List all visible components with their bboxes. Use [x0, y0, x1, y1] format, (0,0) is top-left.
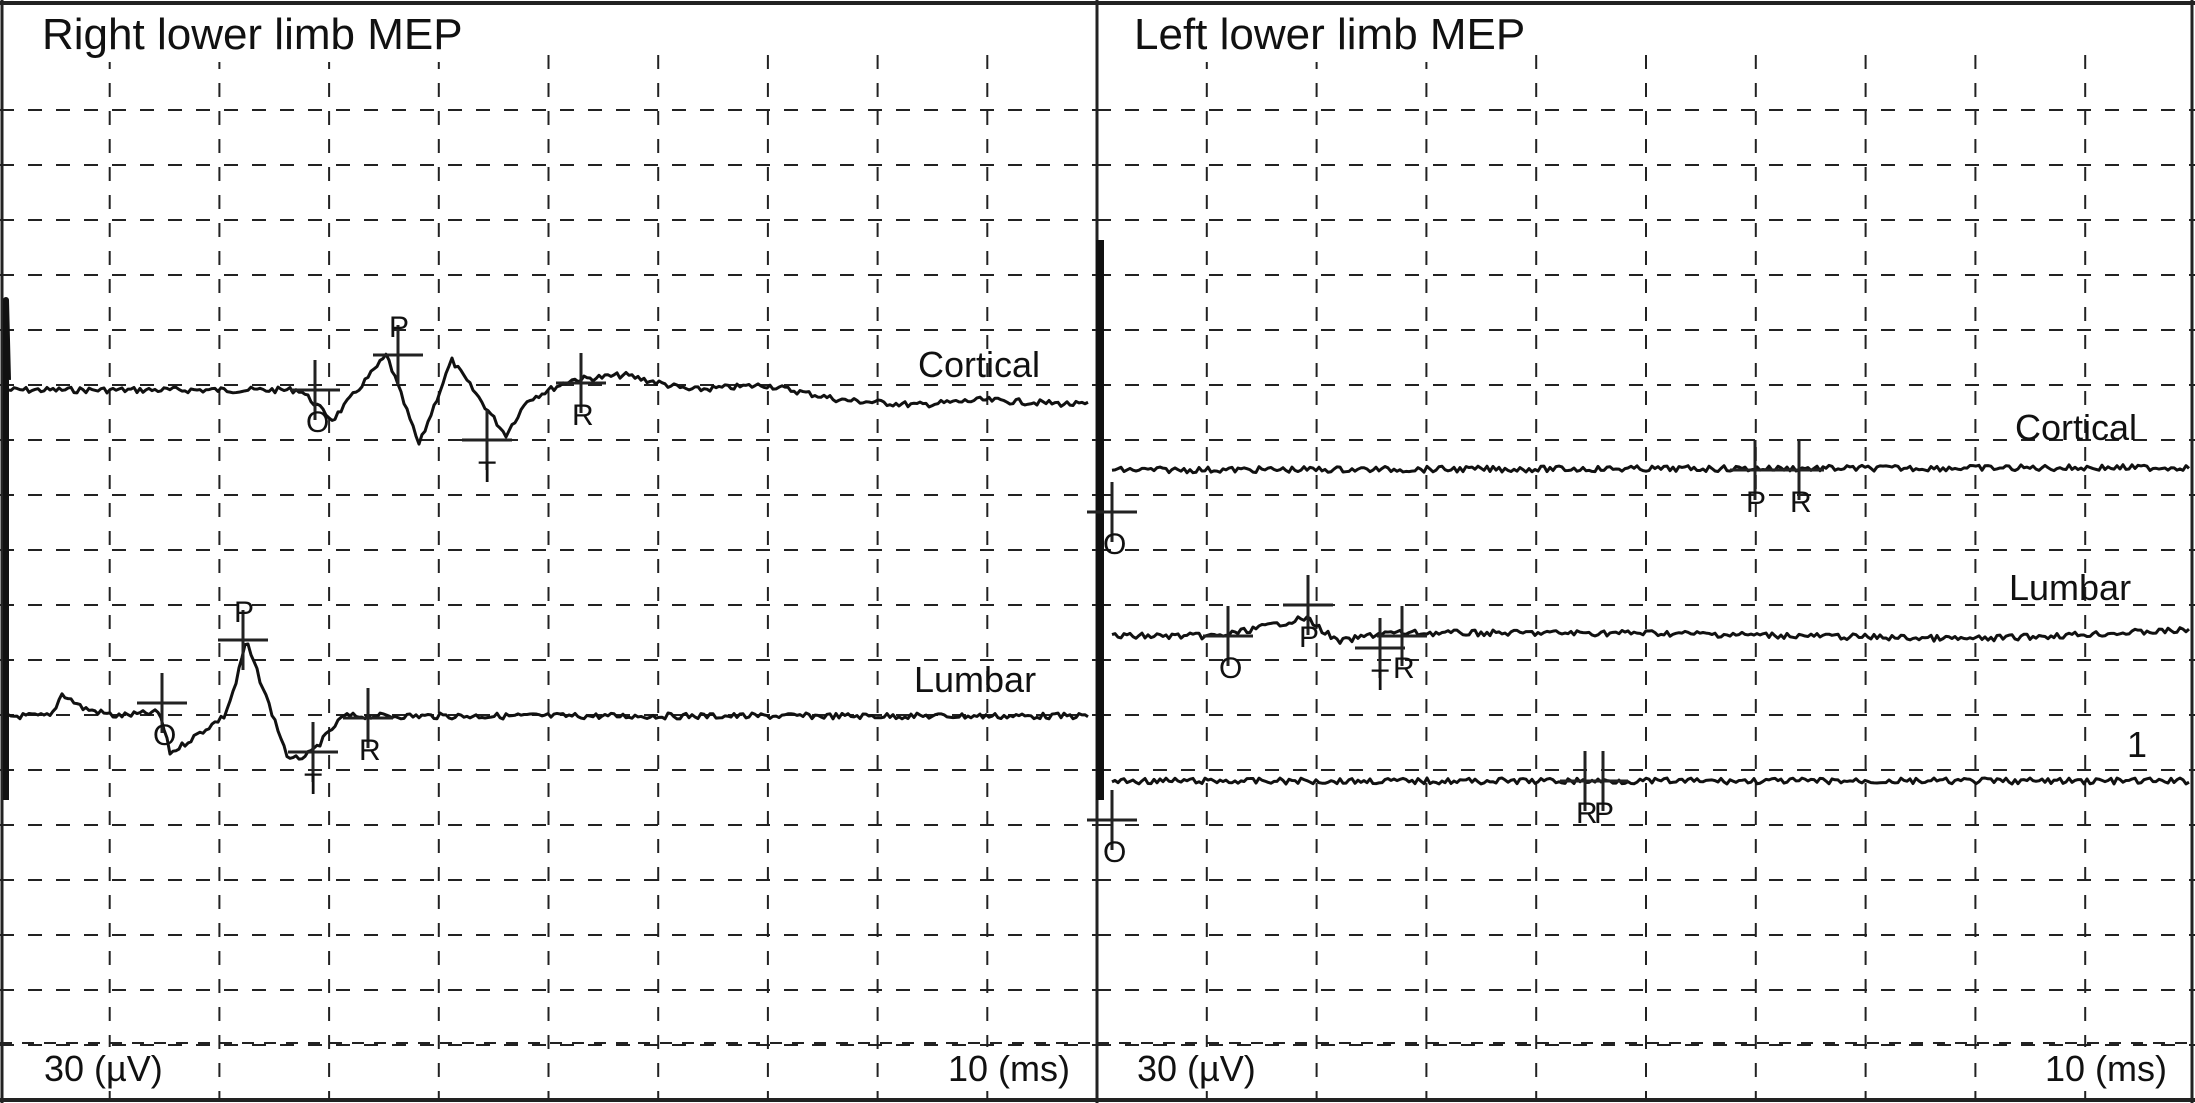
- panel-title: Left lower limb MEP: [1128, 8, 1532, 62]
- x-scale-label: 10 (ms): [2041, 1047, 2172, 1091]
- panel-right-limb: Right lower limb MEP Cortical Lumbar 30 …: [0, 0, 1097, 1103]
- trace-label-cortical: Cortical: [2015, 407, 2138, 448]
- svg-text:T: T: [304, 768, 322, 801]
- svg-text:P: P: [1594, 797, 1614, 830]
- y-scale-label: 30 (µV): [1133, 1047, 1260, 1091]
- svg-text:O: O: [153, 719, 176, 752]
- svg-text:R: R: [359, 734, 381, 767]
- panel-left-limb: Left lower limb MEP Cortical Lumbar 1 30…: [1097, 0, 2195, 1103]
- svg-text:T: T: [1371, 664, 1389, 697]
- svg-text:R: R: [1790, 486, 1812, 519]
- svg-text:P: P: [389, 311, 409, 344]
- svg-text:P: P: [1299, 621, 1319, 654]
- panel-title: Right lower limb MEP: [36, 8, 469, 62]
- svg-text:O: O: [1103, 836, 1126, 869]
- x-scale-label: 10 (ms): [944, 1047, 1075, 1091]
- y-scale-label: 30 (µV): [40, 1047, 167, 1091]
- trace-label-cortical: Cortical: [918, 344, 1041, 385]
- svg-text:R: R: [1393, 652, 1415, 685]
- trace-label-lumbar: Lumbar: [914, 659, 1037, 700]
- svg-text:O: O: [1103, 528, 1126, 561]
- svg-text:R: R: [572, 399, 594, 432]
- svg-text:O: O: [306, 406, 329, 439]
- svg-text:T: T: [478, 456, 496, 489]
- svg-text:P: P: [1746, 486, 1766, 519]
- trace-label-lumbar: Lumbar: [2009, 567, 2132, 608]
- svg-text:O: O: [1219, 652, 1242, 685]
- svg-text:R: R: [1576, 797, 1598, 830]
- svg-text:P: P: [234, 596, 254, 629]
- trace-number-label: 1: [2127, 724, 2148, 765]
